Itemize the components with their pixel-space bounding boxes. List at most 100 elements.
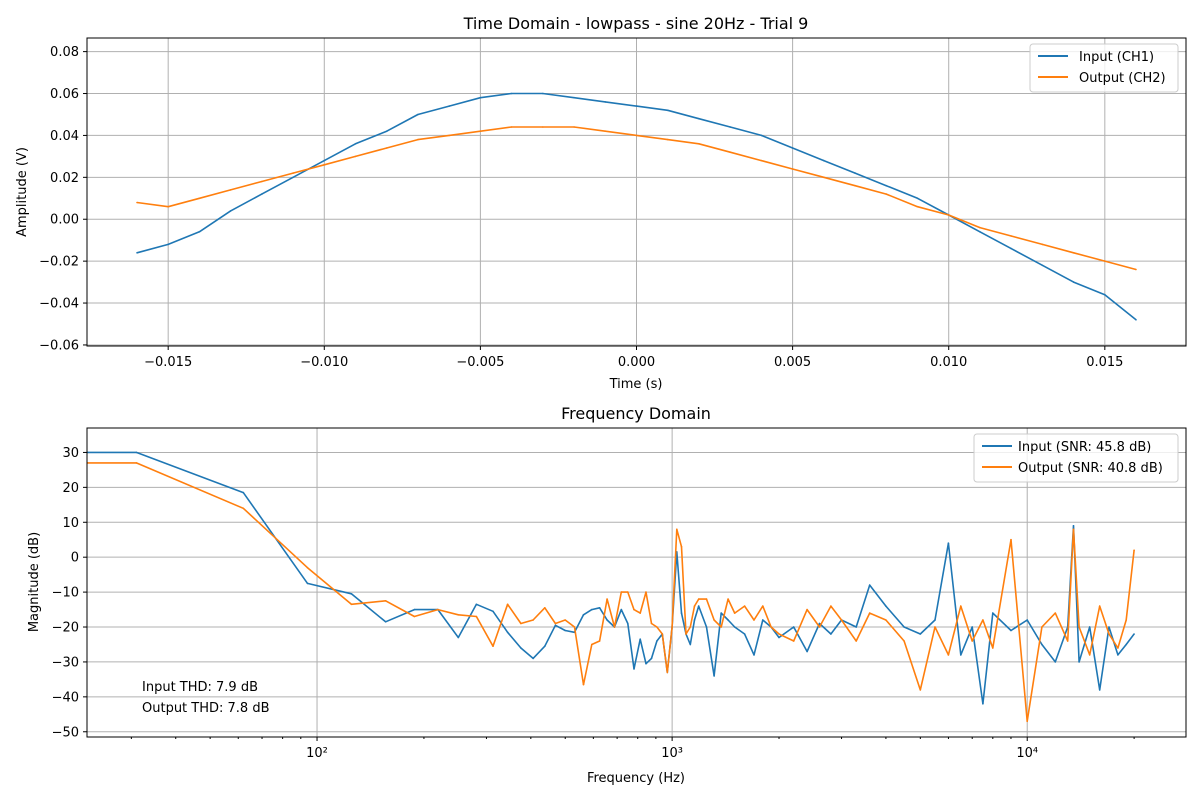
time-domain-series-input-ch1-point <box>635 105 638 107</box>
time-domain-series-input-ch1-point <box>323 159 326 162</box>
frequency-domain-series-output-snr-40-8-db-point <box>903 640 905 642</box>
frequency-domain-series-output-snr-40-8-db-point <box>818 626 821 628</box>
time-domain-series-input-ch1-point <box>385 130 388 132</box>
time-domain-series-input-ch1-point <box>823 159 825 162</box>
frequency-domain-plot-frame <box>86 427 1187 738</box>
frequency-domain-series-output-snr-40-8-db-point <box>1125 619 1127 621</box>
time-domain-series-output-ch2-point <box>885 193 888 195</box>
frequency-domain-series-output-snr-40-8-db-point <box>627 591 629 593</box>
frequency-domain-series-input-snr-45-8-db-point <box>591 608 593 611</box>
frequency-domain-series-input-snr-45-8-db-point <box>1010 629 1012 632</box>
frequency-domain-series-output-snr-40-8-db-point <box>792 640 795 642</box>
time-domain-series-input-ch1-point <box>1072 281 1075 283</box>
time-domain-title: Time Domain - lowpass - sine 20Hz - Tria… <box>463 14 809 33</box>
frequency-domain-series-input-snr-45-8-db-point <box>350 593 353 595</box>
frequency-domain-series-output-snr-40-8-db-point <box>947 654 950 656</box>
time-domain-ytick-label: 0.06 <box>50 87 79 102</box>
frequency-domain-legend: Input (SNR: 45.8 dB) Output (SNR: 40.8 d… <box>973 433 1179 483</box>
time-domain-ticks: −0.015 −0.010 −0.005 0.000 0.005 0.010 0.015 −0… <box>39 45 1123 370</box>
frequency-domain-series-input-snr-45-8-db-point <box>713 675 715 677</box>
frequency-domain-series-output-snr-40-8-db-point <box>656 626 658 628</box>
frequency-domain-series-input-snr-45-8-db-point <box>934 619 936 621</box>
frequency-domain-series-input-snr-45-8-db-point <box>680 612 683 614</box>
frequency-domain-series-output-snr-40-8-db-point <box>1041 626 1043 628</box>
frequency-domain-series-input-snr-45-8-db-point <box>582 614 585 616</box>
frequency-domain-series-input-snr-45-8-db-point <box>135 451 138 454</box>
frequency-domain-series-output-snr-40-8-db-point <box>1098 605 1101 607</box>
frequency-domain-series-input-snr-45-8-db-point <box>606 619 608 621</box>
frequency-domain-series-input-snr-45-8-db-point <box>971 626 973 628</box>
frequency-domain-xtick-label: 10² <box>306 746 328 761</box>
frequency-domain-series-output-snr-40-8-db-point <box>705 598 708 600</box>
frequency-domain-series-input-snr-45-8-db-point <box>506 631 509 634</box>
time-domain-series-input-ch1-point <box>354 143 357 145</box>
frequency-domain-series-input-snr-45-8-db-point <box>564 629 566 632</box>
frequency-domain-series-input-snr-45-8-db-point <box>947 542 950 544</box>
frequency-domain-series-output-snr-40-8-db-point <box>582 683 585 686</box>
frequency-domain-series-output-snr-40-8-db-point <box>650 622 653 625</box>
time-domain-series-input-ch1-point <box>1041 264 1044 267</box>
time-domain-series-output-ch2-point <box>1135 268 1137 271</box>
frequency-domain-series-output-snr-40-8-db-point <box>666 671 669 674</box>
frequency-domain-series-output-snr-40-8-db-point <box>639 612 641 614</box>
frequency-domain-ytick-label: 30 <box>62 446 79 461</box>
frequency-domain-series-output-snr-40-8-db-point <box>613 626 616 628</box>
frequency-domain-series-output-snr-40-8-db-point <box>743 605 746 607</box>
frequency-domain-series-input-snr-45-8-db-point <box>620 608 623 611</box>
time-domain-series-input-ch1-point <box>791 147 794 149</box>
frequency-domain-series-input-snr-45-8-db-point <box>598 607 601 609</box>
frequency-domain-ytick-label: 20 <box>62 481 79 496</box>
time-domain-xtick-label: 0.000 <box>618 355 655 370</box>
frequency-domain-series-input-snr-45-8-db-point <box>1098 689 1101 691</box>
time-domain-xlabel: Time (s) <box>609 377 663 392</box>
time-domain-series-input-ch1-point <box>760 134 763 137</box>
frequency-domain-series-output-snr-40-8-db-point <box>713 619 715 621</box>
time-domain-series-output-ch2-point <box>1072 252 1075 254</box>
frequency-domain-ytick-label: −30 <box>52 655 79 670</box>
frequency-domain-ytick-label: −40 <box>52 690 79 705</box>
time-domain-series-input-ch1-point <box>1010 247 1012 250</box>
time-domain-series-output-ch2-point <box>635 134 638 137</box>
time-domain-series-output-ch2-point <box>916 205 919 208</box>
time-domain-series-output-ch2-point <box>979 226 981 229</box>
time-domain-plot-frame <box>86 37 1187 347</box>
frequency-domain-series-output-snr-40-8-db-point <box>645 591 647 593</box>
time-domain-series-output-ch2-point <box>823 176 825 179</box>
frequency-domain-series-output-snr-40-8-db-point <box>306 566 309 569</box>
time-domain-series-input-ch1-point <box>885 184 888 187</box>
frequency-domain-series-input-snr-45-8-db-point <box>868 584 871 586</box>
time-domain-series-input-ch1-point <box>510 92 513 95</box>
frequency-domain-series-input-snr-45-8-db-point <box>1108 626 1110 628</box>
frequency-domain-legend-box <box>973 433 1179 483</box>
frequency-domain-series-output-snr-40-8-db-point <box>532 619 534 621</box>
time-domain-series-input-ch1-point <box>229 210 232 212</box>
frequency-domain-series-output-snr-40-8-db-point <box>1066 640 1069 642</box>
frequency-domain-series-input-snr-45-8-db-point <box>778 636 780 639</box>
frequency-domain-series-input-snr-45-8-db-point <box>520 647 522 649</box>
frequency-domain-series-input-snr-45-8-db-point <box>1041 643 1043 646</box>
frequency-domain-series-output-snr-40-8-db-point <box>1088 654 1091 656</box>
time-domain-series-input-ch1-point <box>167 243 169 246</box>
frequency-domain-series-output-snr-40-8-db-point <box>1117 647 1119 649</box>
frequency-domain-series-output-snr-40-8-db-point <box>982 619 984 621</box>
frequency-domain-series-output-snr-40-8-db-point <box>680 545 683 548</box>
frequency-domain-series-input-snr-45-8-db-point <box>806 650 808 653</box>
time-domain-series-output-ch2-point <box>854 184 856 187</box>
frequency-domain-series-input-snr-45-8-db-point <box>743 633 746 635</box>
time-domain-series-output-ch2-point <box>573 126 575 128</box>
legend-output-label: Output (CH2) <box>1079 71 1166 86</box>
frequency-domain-series <box>87 451 1135 723</box>
frequency-domain-series-output-snr-40-8-db-point <box>830 605 832 607</box>
frequency-domain-series-input-snr-45-8-db-point <box>1125 643 1127 646</box>
time-domain-series-output-ch2-point <box>354 155 357 158</box>
frequency-domain-series-output-snr-40-8-db-point <box>855 640 857 642</box>
time-domain-xtick-label: 0.010 <box>930 355 967 370</box>
time-domain-panel: Time Domain - lowpass - sine 20Hz - Tria… <box>15 14 1187 392</box>
time-domain-grid <box>87 38 1186 346</box>
frequency-domain-series-output-snr-40-8-db-point <box>573 626 576 628</box>
frequency-domain-series-output-snr-40-8-db-point <box>242 507 245 510</box>
frequency-domain-series-input-snr-45-8-db-point <box>818 622 821 625</box>
time-domain-series-input-ch1-point <box>448 105 451 107</box>
frequency-domain-ytick-label: −20 <box>52 621 79 636</box>
time-domain-xtick-label: 0.005 <box>774 355 811 370</box>
